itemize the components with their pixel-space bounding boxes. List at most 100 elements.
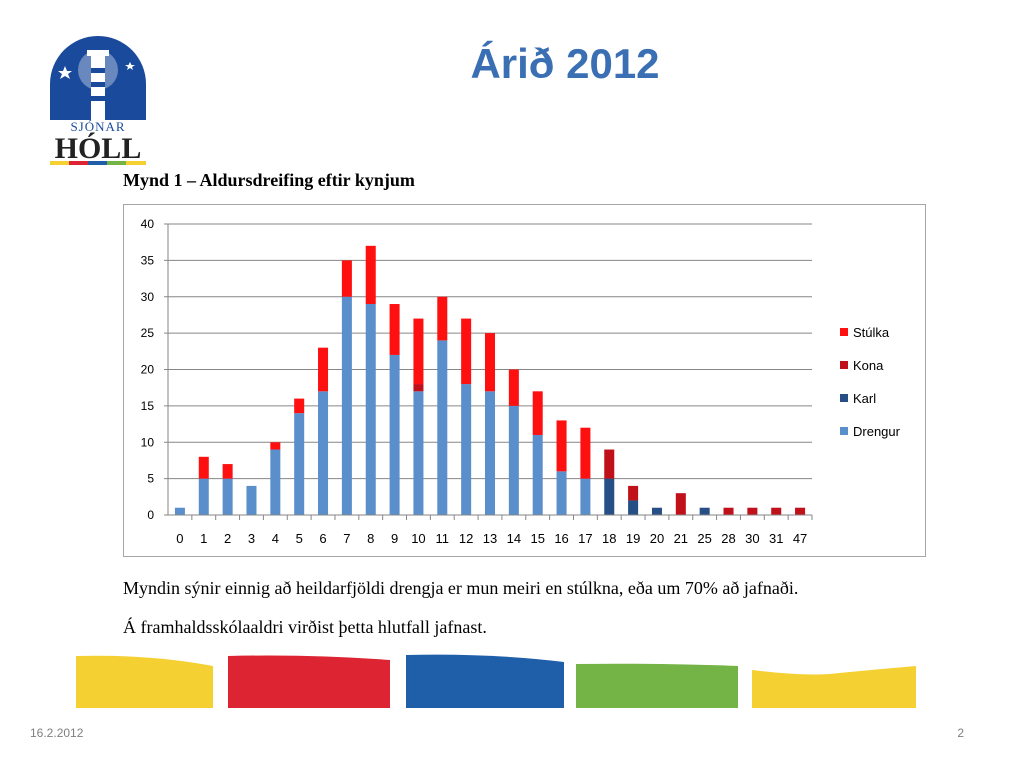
bar-segment-drengur	[413, 391, 424, 515]
bar-segment-drengur	[270, 449, 281, 515]
legend-swatch	[840, 394, 848, 402]
ribbon-red	[228, 655, 390, 708]
bar-segment-st-lka	[222, 464, 233, 479]
bar-segment-st-lka	[270, 442, 281, 450]
bar-segment-drengur	[461, 384, 472, 515]
slide-title: Árið 2012	[470, 40, 660, 87]
chart-frame: 0 5 10 15 20 25 30 35 40 0 1 2 3 4 5 6 7 8 9 10 11 12 13 14 15 16…	[123, 204, 926, 557]
bar-segment-drengur	[222, 478, 233, 515]
bar-segment-st-lka	[484, 333, 496, 392]
ribbon-blue	[406, 654, 564, 708]
bar-segment-kona	[413, 384, 424, 392]
bar-segment-st-lka	[532, 391, 543, 435]
paragraph-2: Á framhaldsskólaaldri virðist þetta hlut…	[123, 617, 487, 637]
bar-segment-drengur	[389, 354, 400, 515]
y-tick-label: 20	[141, 363, 155, 377]
x-tick-label: 17	[578, 531, 592, 546]
legend-swatch	[840, 328, 848, 336]
x-tick-label: 7	[343, 531, 350, 546]
bar-segment-st-lka	[556, 420, 567, 472]
bar-segment-drengur	[246, 485, 257, 515]
ribbon-green	[576, 663, 738, 708]
x-tick-label: 20	[650, 531, 664, 546]
bar-segment-kona	[628, 485, 639, 501]
x-tick-label: 11	[436, 531, 450, 546]
sjonarholl-logo: SJÓNAR HÓLL	[50, 36, 146, 165]
x-tick-label: 30	[745, 531, 759, 546]
bar-segment-kona	[604, 449, 615, 479]
bar-segment-st-lka	[437, 296, 448, 341]
legend-swatch	[840, 427, 848, 435]
y-tick-label: 25	[141, 326, 155, 340]
bar-segment-drengur	[365, 304, 376, 515]
figure-caption: Mynd 1 – Aldursdreifing eftir kynjum	[123, 170, 415, 190]
bar-segment-kona	[675, 493, 686, 515]
y-tick-label: 5	[147, 472, 154, 486]
bar-segment-kona	[747, 507, 758, 515]
x-tick-label: 1	[200, 531, 207, 546]
bar-segment-st-lka	[318, 347, 329, 392]
y-tick-label: 0	[147, 508, 154, 522]
y-tick-label: 40	[141, 217, 155, 231]
bar-segment-drengur	[198, 478, 209, 515]
y-tick-label: 30	[141, 290, 155, 304]
x-tick-label: 12	[459, 531, 473, 546]
bar-segment-drengur	[508, 405, 519, 515]
x-tick-label: 47	[793, 531, 807, 546]
footer-date: 16.2.2012	[30, 726, 84, 740]
bar-segment-karl	[651, 507, 662, 515]
legend-label: Kona	[853, 358, 884, 373]
bar-segment-karl	[604, 478, 615, 515]
bar-segment-drengur	[437, 340, 448, 515]
x-tick-label: 14	[507, 531, 521, 546]
bar-segment-drengur	[556, 471, 567, 515]
x-tick-label: 5	[296, 531, 303, 546]
bar-segment-drengur	[580, 478, 591, 515]
x-tick-label: 31	[769, 531, 783, 546]
legend-label: Stúlka	[853, 325, 890, 340]
bar-segment-st-lka	[341, 260, 352, 297]
x-tick-label: 28	[721, 531, 735, 546]
x-tick-label: 13	[483, 531, 497, 546]
bar-segment-kona	[723, 507, 734, 515]
logo-line1: SJÓNAR	[70, 119, 125, 134]
bar-segment-st-lka	[389, 304, 400, 355]
x-tick-label: 10	[411, 531, 425, 546]
bar-segment-kona	[771, 507, 782, 515]
x-tick-label: 6	[319, 531, 326, 546]
bar-segment-st-lka	[508, 369, 519, 406]
y-tick-label: 10	[141, 435, 155, 449]
ribbon-yellow-left	[76, 655, 213, 708]
color-ribbon-strip	[76, 654, 916, 708]
x-tick-label: 2	[224, 531, 231, 546]
bar-segment-drengur	[174, 507, 185, 515]
x-tick-label: 18	[602, 531, 616, 546]
x-tick-label: 3	[248, 531, 255, 546]
paragraph-1: Myndin sýnir einnig að heildarfjöldi dre…	[123, 578, 799, 598]
logo-line2: HÓLL	[55, 132, 142, 165]
bar-segment-st-lka	[365, 245, 376, 305]
x-tick-label: 15	[530, 531, 544, 546]
slide-number: 2	[957, 726, 964, 740]
legend-label: Karl	[853, 391, 876, 406]
bar-segment-karl	[699, 507, 710, 515]
y-tick-label: 15	[141, 399, 155, 413]
bar-segment-drengur	[318, 391, 329, 515]
bar-segment-drengur	[484, 391, 496, 515]
x-tick-label: 0	[176, 531, 183, 546]
bar-segment-drengur	[294, 413, 305, 515]
x-tick-label: 25	[697, 531, 711, 546]
legend-swatch	[840, 361, 848, 369]
bar-segment-kona	[795, 507, 806, 515]
bar-segment-drengur	[532, 434, 543, 515]
bar-segment-st-lka	[580, 427, 591, 479]
bar-segment-drengur	[341, 296, 352, 515]
x-tick-label: 21	[674, 531, 688, 546]
bar-segment-karl	[628, 500, 639, 515]
bar-segment-st-lka	[294, 398, 305, 414]
x-tick-label: 4	[272, 531, 279, 546]
x-tick-label: 8	[367, 531, 374, 546]
y-tick-label: 35	[141, 253, 155, 267]
bar-segment-st-lka	[198, 456, 209, 479]
